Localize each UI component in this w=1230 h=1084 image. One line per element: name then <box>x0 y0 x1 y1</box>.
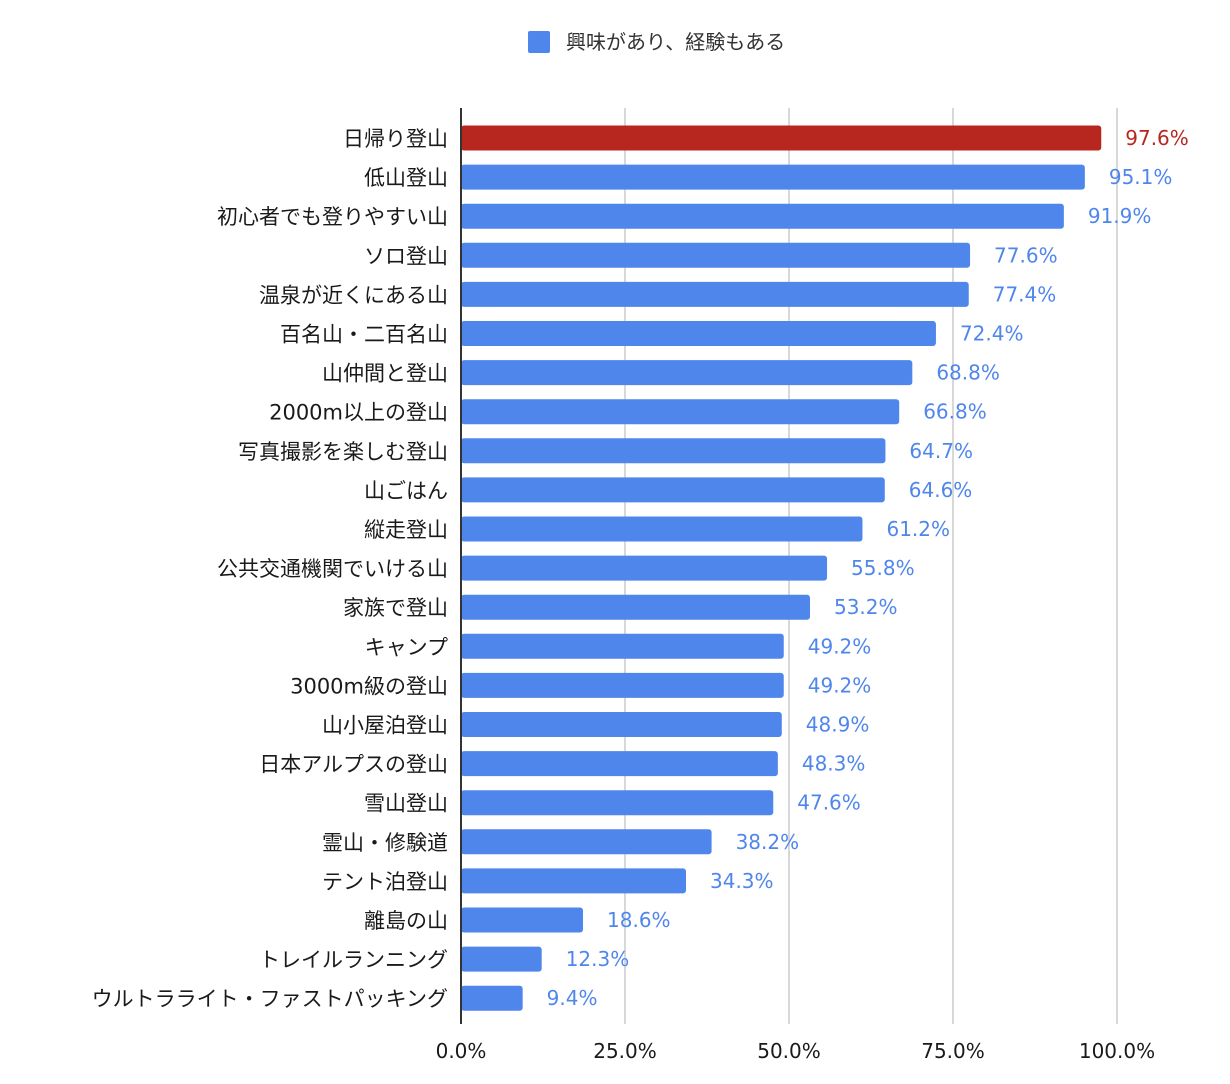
value-label: 66.8% <box>923 400 987 424</box>
bar <box>461 203 1064 229</box>
category-label: 家族で登山 <box>343 596 448 620</box>
category-label: 公共交通機関でいける山 <box>217 557 448 581</box>
category-label: ソロ登山 <box>364 244 448 268</box>
value-label: 64.6% <box>909 478 973 502</box>
bar <box>461 281 969 307</box>
bar <box>461 985 523 1011</box>
bar <box>461 868 687 894</box>
category-label: 低山登山 <box>364 166 448 190</box>
x-tick-labels: 0.0% 25.0% 50.0% 75.0% 100.0% <box>436 1039 1156 1063</box>
value-label: 77.6% <box>994 243 1058 267</box>
value-label: 97.6% <box>1125 126 1189 150</box>
legend: 興味があり、経験もある <box>528 30 785 54</box>
category-label: 温泉が近くにある山 <box>259 283 448 307</box>
category-label: 縦走登山 <box>364 518 448 542</box>
category-label: 離島の山 <box>364 909 448 933</box>
value-label: 49.2% <box>808 634 872 658</box>
bar <box>461 321 936 346</box>
legend-label: 興味があり、経験もある <box>566 30 785 54</box>
bar <box>461 242 971 268</box>
x-tick-label: 75.0% <box>921 1039 985 1063</box>
category-label: 日本アルプスの登山 <box>259 753 448 777</box>
value-label: 72.4% <box>960 322 1024 346</box>
category-label: 3000m級の登山 <box>290 674 448 698</box>
value-label: 55.8% <box>851 556 915 580</box>
bar <box>461 477 885 503</box>
category-label: 山小屋泊登山 <box>322 714 448 738</box>
value-label: 61.2% <box>886 517 950 541</box>
category-label: 写真撮影を楽しむ登山 <box>238 440 448 464</box>
category-label: キャンプ <box>365 635 448 659</box>
bar <box>461 790 774 816</box>
category-label: トレイルランニング <box>259 948 448 972</box>
value-label: 64.7% <box>909 439 973 463</box>
value-label: 34.3% <box>710 869 774 893</box>
category-labels: 日帰り登山低山登山初心者でも登りやすい山ソロ登山温泉が近くにある山百名山・二百名… <box>92 127 448 1011</box>
x-tick-label: 50.0% <box>757 1039 821 1063</box>
value-label: 9.4% <box>547 986 598 1010</box>
category-label: 初心者でも登りやすい山 <box>217 205 448 229</box>
category-label: 山ごはん <box>364 479 448 503</box>
x-tick-label: 100.0% <box>1079 1039 1155 1063</box>
value-label: 48.3% <box>802 752 866 776</box>
value-labels: 97.6% 95.1% 91.9% 77.6% 77.4% 72.4% 68.8% 66.8%… <box>547 126 1189 1010</box>
value-label: 18.6% <box>607 908 671 932</box>
value-label: 38.2% <box>736 830 800 854</box>
bar <box>461 907 584 933</box>
bar <box>461 829 712 855</box>
category-label: 百名山・二百名山 <box>280 323 448 347</box>
bar <box>461 399 900 425</box>
category-label: 霊山・修験道 <box>322 831 448 855</box>
value-label: 53.2% <box>834 595 898 619</box>
bar <box>461 516 863 542</box>
category-label: ウルトラライト・ファストパッキング <box>92 987 448 1011</box>
value-label: 91.9% <box>1088 204 1152 228</box>
value-label: 68.8% <box>936 361 1000 385</box>
value-label: 12.3% <box>566 947 630 971</box>
bar <box>461 672 784 698</box>
value-label: 77.4% <box>993 282 1057 306</box>
bar <box>461 594 810 620</box>
legend-swatch <box>528 31 550 53</box>
value-label: 48.9% <box>806 713 870 737</box>
category-label: 日帰り登山 <box>343 127 448 151</box>
bar <box>461 946 542 972</box>
value-label: 49.2% <box>808 673 872 697</box>
bar <box>461 751 778 777</box>
category-label: 雪山登山 <box>364 792 448 816</box>
category-label: 2000m以上の登山 <box>269 401 448 425</box>
bar <box>461 712 782 737</box>
value-label: 95.1% <box>1109 165 1173 189</box>
value-label: 47.6% <box>797 791 861 815</box>
bar <box>461 555 828 581</box>
category-label: 山仲間と登山 <box>322 362 448 386</box>
x-tick-label: 0.0% <box>436 1039 487 1063</box>
bar <box>461 360 913 386</box>
x-tick-label: 25.0% <box>593 1039 657 1063</box>
bar <box>461 125 1102 151</box>
bar <box>461 164 1085 190</box>
bar <box>461 438 886 464</box>
bars <box>461 125 1102 1011</box>
category-label: テント泊登山 <box>322 870 448 894</box>
bar <box>461 633 784 659</box>
